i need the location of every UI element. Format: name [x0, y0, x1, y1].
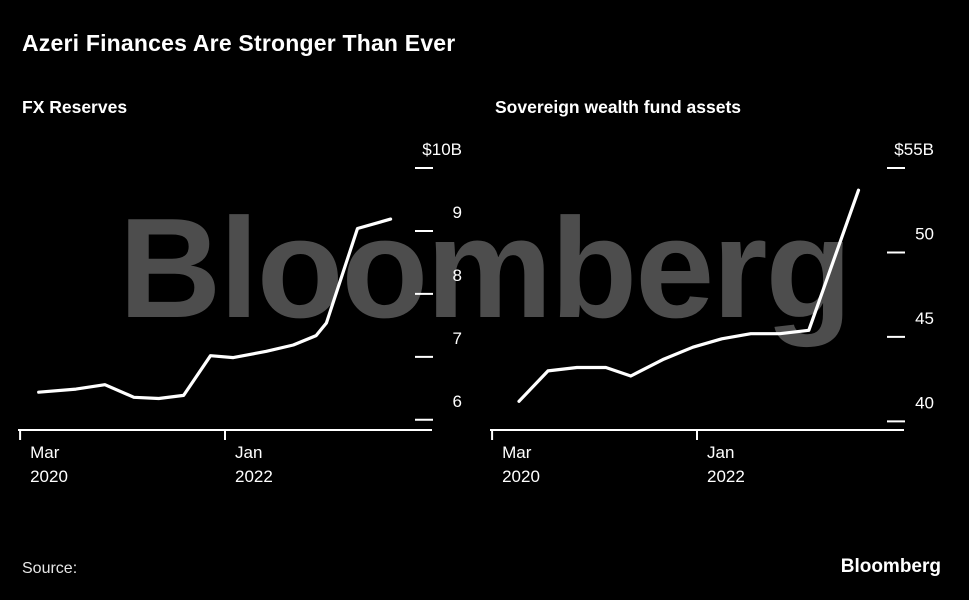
sovereign-wealth-fund-line-chart: $55B 50 45 40 Mar 2020 Jan 2022 — [490, 140, 934, 486]
x-axis-label-year: 2022 — [707, 467, 745, 486]
x-axis-label-month: Mar — [502, 443, 532, 462]
figure-title: Azeri Finances Are Stronger Than Ever — [22, 30, 456, 56]
y-axis-label: 7 — [453, 329, 462, 348]
right-chart-title: Sovereign wealth fund assets — [495, 97, 742, 117]
y-axis-label: 6 — [453, 392, 462, 411]
x-axis-label-year: 2020 — [502, 467, 540, 486]
y-axis-label: 50 — [915, 225, 934, 244]
x-axis-label-month: Mar — [30, 443, 60, 462]
data-series-line — [37, 217, 393, 401]
x-axis-label-month: Jan — [707, 443, 734, 462]
y-axis-label: 40 — [915, 393, 934, 412]
x-axis-label-year: 2020 — [30, 467, 68, 486]
y-axis-label: 8 — [453, 266, 462, 285]
data-series-line — [517, 188, 861, 403]
fx-reserves-line-chart: $10B 9 8 7 6 Mar 2020 Jan 2022 — [18, 140, 462, 486]
x-axis-label-month: Jan — [235, 443, 262, 462]
source-label: Source: — [22, 560, 78, 577]
bloomberg-logo: Bloomberg — [840, 556, 941, 577]
bloomberg-watermark: Bloomberg — [118, 189, 852, 348]
y-axis-label: 9 — [453, 203, 462, 222]
y-axis-label: 45 — [915, 309, 934, 328]
left-chart-title: FX Reserves — [22, 97, 128, 117]
y-axis-label: $55B — [894, 140, 934, 159]
x-axis-label-year: 2022 — [235, 467, 273, 486]
y-axis-label: $10B — [422, 140, 462, 159]
